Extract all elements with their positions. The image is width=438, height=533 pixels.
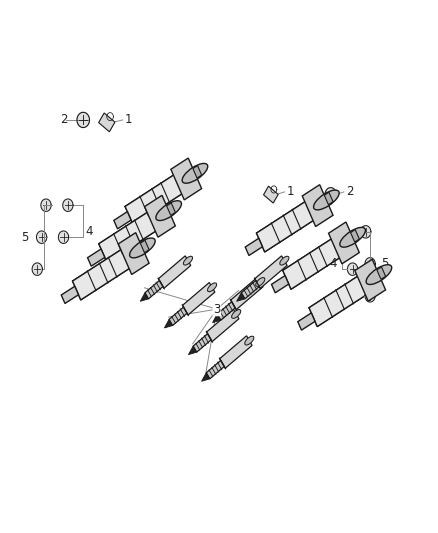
Ellipse shape bbox=[232, 310, 241, 318]
Polygon shape bbox=[245, 238, 262, 255]
Text: 1: 1 bbox=[125, 114, 132, 126]
Polygon shape bbox=[183, 282, 215, 315]
Polygon shape bbox=[217, 302, 235, 320]
Polygon shape bbox=[350, 230, 359, 242]
Polygon shape bbox=[255, 256, 287, 288]
Polygon shape bbox=[145, 280, 163, 299]
Text: 4: 4 bbox=[330, 257, 337, 270]
Polygon shape bbox=[171, 158, 201, 200]
Text: 5: 5 bbox=[381, 257, 389, 270]
Polygon shape bbox=[325, 188, 336, 201]
Polygon shape bbox=[193, 166, 201, 178]
Polygon shape bbox=[99, 205, 167, 263]
Polygon shape bbox=[77, 112, 89, 127]
Polygon shape bbox=[347, 263, 358, 276]
Polygon shape bbox=[140, 293, 148, 301]
Ellipse shape bbox=[182, 164, 208, 183]
Text: 5: 5 bbox=[21, 231, 28, 244]
Polygon shape bbox=[324, 192, 333, 205]
Polygon shape bbox=[220, 336, 252, 368]
Polygon shape bbox=[118, 232, 149, 274]
Ellipse shape bbox=[340, 228, 365, 247]
Polygon shape bbox=[201, 373, 210, 381]
Ellipse shape bbox=[184, 256, 193, 265]
Polygon shape bbox=[231, 277, 263, 310]
Polygon shape bbox=[99, 113, 115, 132]
Polygon shape bbox=[206, 360, 224, 379]
Text: 4: 4 bbox=[85, 225, 93, 238]
Polygon shape bbox=[365, 257, 375, 270]
Polygon shape bbox=[207, 309, 239, 342]
Polygon shape bbox=[169, 307, 187, 326]
Polygon shape bbox=[237, 293, 245, 301]
Polygon shape bbox=[257, 195, 325, 252]
Polygon shape bbox=[272, 276, 289, 293]
Ellipse shape bbox=[156, 201, 181, 221]
Ellipse shape bbox=[130, 238, 155, 258]
Ellipse shape bbox=[366, 265, 392, 285]
Polygon shape bbox=[61, 286, 78, 303]
Polygon shape bbox=[328, 222, 359, 264]
Polygon shape bbox=[302, 184, 333, 227]
Ellipse shape bbox=[280, 256, 289, 265]
Polygon shape bbox=[193, 334, 211, 352]
Ellipse shape bbox=[256, 278, 265, 286]
Polygon shape bbox=[241, 280, 259, 299]
Ellipse shape bbox=[245, 336, 254, 345]
Polygon shape bbox=[298, 313, 315, 330]
Polygon shape bbox=[140, 240, 149, 253]
Text: 2: 2 bbox=[60, 114, 68, 126]
Ellipse shape bbox=[314, 190, 339, 210]
Polygon shape bbox=[212, 314, 221, 322]
Polygon shape bbox=[63, 199, 73, 212]
Polygon shape bbox=[166, 203, 175, 215]
Polygon shape bbox=[164, 319, 173, 328]
Text: 2: 2 bbox=[346, 185, 353, 198]
Polygon shape bbox=[360, 225, 371, 238]
Polygon shape bbox=[36, 231, 47, 244]
Polygon shape bbox=[32, 263, 42, 276]
Polygon shape bbox=[88, 249, 105, 266]
Polygon shape bbox=[264, 186, 278, 203]
Polygon shape bbox=[125, 168, 193, 225]
Polygon shape bbox=[365, 289, 375, 302]
Polygon shape bbox=[114, 212, 131, 229]
Polygon shape bbox=[58, 231, 69, 244]
Ellipse shape bbox=[208, 283, 217, 292]
Polygon shape bbox=[309, 269, 377, 327]
Polygon shape bbox=[347, 231, 358, 244]
Polygon shape bbox=[377, 267, 385, 279]
Polygon shape bbox=[355, 259, 385, 301]
Polygon shape bbox=[159, 256, 191, 288]
Polygon shape bbox=[283, 232, 351, 289]
Polygon shape bbox=[188, 346, 197, 354]
Polygon shape bbox=[145, 195, 175, 237]
Text: 3: 3 bbox=[213, 303, 220, 316]
Polygon shape bbox=[41, 199, 51, 212]
Text: 1: 1 bbox=[287, 185, 294, 198]
Polygon shape bbox=[73, 243, 141, 300]
